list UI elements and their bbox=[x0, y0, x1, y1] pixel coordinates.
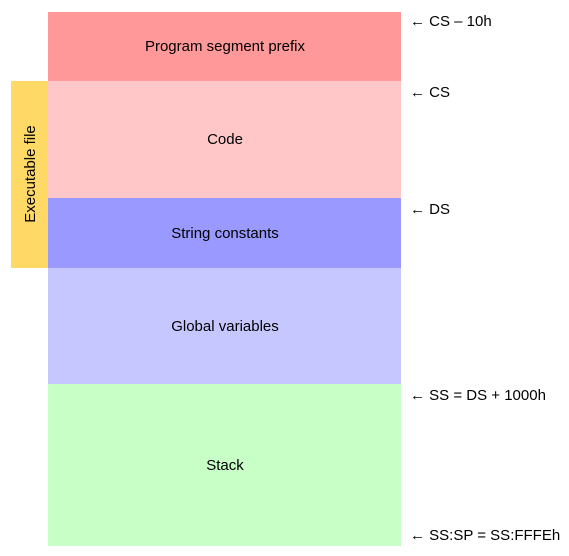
segment-block bbox=[48, 12, 401, 81]
segment-label: Stack bbox=[206, 457, 244, 474]
pointer-label: ← SS = DS + 1000h bbox=[410, 387, 546, 404]
pointer-label: ← DS bbox=[410, 201, 450, 218]
segment-label: Global variables bbox=[171, 318, 279, 335]
executable-file-bar bbox=[11, 81, 48, 268]
side-label: Executable file bbox=[22, 125, 39, 223]
segment-block bbox=[48, 384, 401, 546]
pointer-label: ← SS:SP = SS:FFFEh bbox=[410, 527, 560, 544]
pointer-label: ← CS – 10h bbox=[410, 13, 492, 30]
segment-label: Code bbox=[207, 131, 243, 148]
pointer-label: ← CS bbox=[410, 84, 450, 101]
segment-label: String constants bbox=[171, 225, 279, 242]
segment-block bbox=[48, 81, 401, 198]
segment-label: Program segment prefix bbox=[145, 38, 306, 55]
segment-block bbox=[48, 198, 401, 268]
segment-block bbox=[48, 268, 401, 384]
